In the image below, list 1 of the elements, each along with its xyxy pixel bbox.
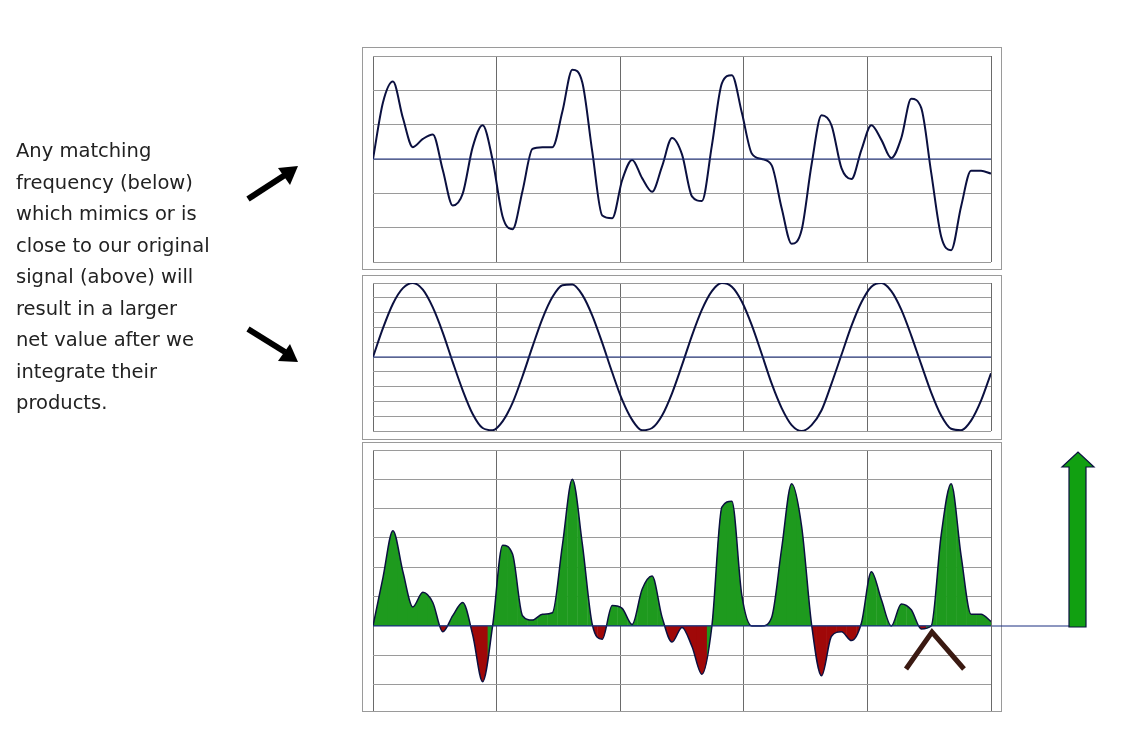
text: Any matching frequency (below) which mimics or is close to our original signal (above) will result in a larger net value after we integrate their products. [16, 139, 210, 414]
